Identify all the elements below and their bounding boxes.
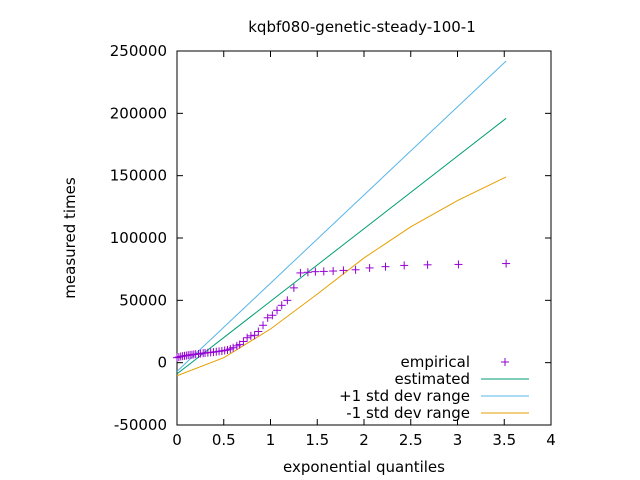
x-tick-label: 0.5 [212,431,236,449]
y-tick-label: 100000 [110,229,167,247]
empirical-point [381,262,390,271]
legend-key-empirical [501,358,509,366]
empirical-point [259,321,268,330]
empirical-point [283,296,292,305]
y-tick-label: -50000 [114,416,167,434]
empirical-point [243,333,252,342]
x-tick-label: 1.5 [305,431,329,449]
legend-label-1-std-dev-range: +1 std dev range [339,387,470,405]
empirical-point [339,266,348,275]
x-axis: 0 0.5 1 1.5 2 2.5 3 3.5 4 [172,51,556,449]
empirical-point [454,260,463,269]
empirical-point [239,337,248,346]
y-tick-label: 150000 [110,167,167,185]
empirical-point [289,283,298,292]
empirical-point [319,267,328,276]
empirical-point [229,343,238,352]
y-tick-label: 0 [157,354,167,372]
empirical-points [173,259,511,362]
empirical-point [351,265,360,274]
plot-area: 0 0.5 1 1.5 2 2.5 3 3.5 4 -50000 0 50000 100000 1500… [110,42,556,449]
empirical-point [246,331,255,340]
y-axis: -50000 0 50000 100000 150000 200000 250000 [110,42,551,434]
empirical-point [174,353,183,362]
empirical-point [268,311,277,320]
legend-label-1-std-dev-range: -1 std dev range [346,404,470,422]
empirical-point [254,327,263,336]
empirical-point [400,261,409,270]
legend-label-estimated: estimated [394,370,470,388]
series-layer [173,60,511,377]
estimated-line [176,117,507,375]
x-tick-label: 0 [172,431,182,449]
1-std-dev-range-line [176,176,507,377]
empirical-point [296,268,305,277]
empirical-point [263,313,272,322]
y-axis-label: measured times [61,177,79,299]
plot-border [176,50,552,426]
empirical-point [173,353,181,362]
empirical-point [502,259,511,268]
empirical-point [273,306,282,315]
empirical-point [250,331,259,340]
x-axis-label: exponential quantiles [283,458,445,476]
empirical-point [303,268,312,277]
empirical-point [365,263,374,272]
y-tick-label: 200000 [110,104,167,122]
x-tick-label: 2 [359,431,369,449]
1-std-dev-range-line [176,60,507,372]
empirical-point [277,301,286,310]
x-tick-label: 1 [266,431,276,449]
empirical-point [311,267,320,276]
chart-title: kqbf080-genetic-steady-100-1 [248,18,476,36]
x-tick-label: 2.5 [399,431,423,449]
empirical-point [423,260,432,269]
x-tick-label: 4 [546,431,556,449]
x-tick-label: 3.5 [492,431,516,449]
x-tick-label: 3 [453,431,463,449]
legend-label-empirical: empirical [401,353,470,371]
empirical-point [329,267,338,276]
y-tick-label: 250000 [110,42,167,60]
y-tick-label: 50000 [119,291,167,309]
